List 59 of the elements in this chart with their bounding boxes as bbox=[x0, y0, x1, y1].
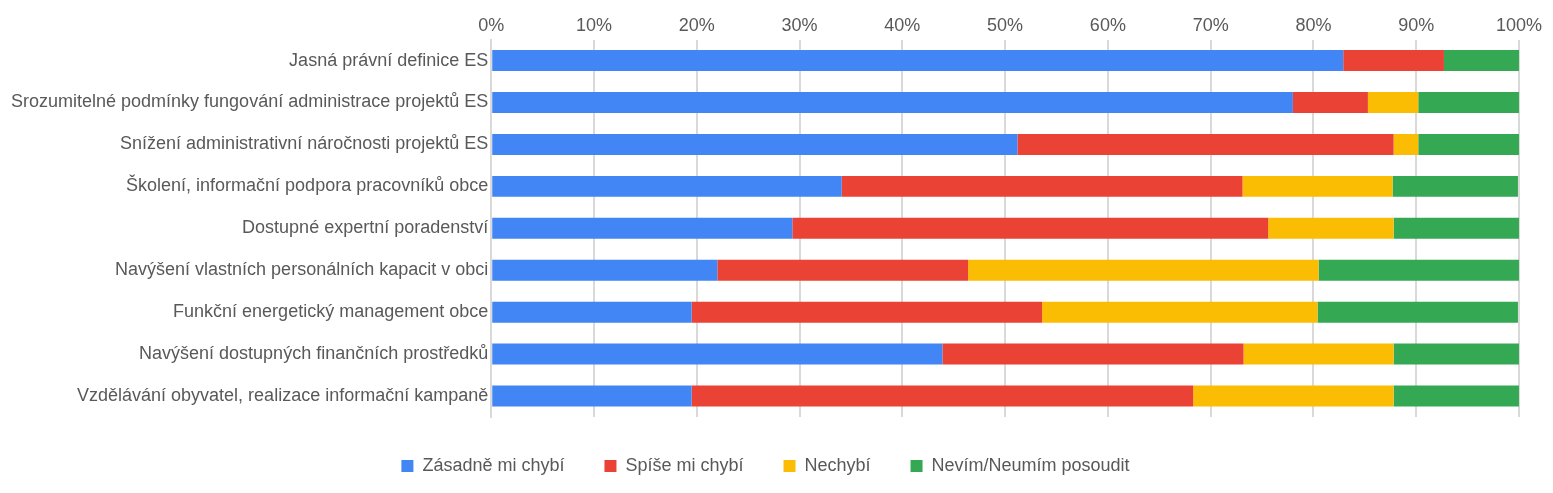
bar bbox=[691, 385, 1194, 407]
bar bbox=[717, 259, 969, 281]
bar bbox=[1017, 133, 1394, 155]
bar bbox=[1418, 92, 1519, 113]
bar bbox=[492, 259, 718, 281]
bar bbox=[691, 301, 1043, 323]
bar bbox=[1318, 259, 1519, 281]
bar bbox=[492, 385, 692, 407]
x-tick-label: 90% bbox=[1398, 14, 1435, 35]
x-tick-label: 100% bbox=[1495, 14, 1542, 35]
bar bbox=[492, 301, 692, 323]
bar bbox=[1393, 343, 1519, 365]
bar bbox=[1393, 133, 1419, 155]
bar bbox=[492, 50, 1344, 72]
bar bbox=[841, 175, 1243, 197]
x-tick-label: 60% bbox=[1089, 14, 1126, 35]
bar bbox=[492, 133, 1018, 155]
bar bbox=[942, 343, 1244, 365]
bar bbox=[492, 92, 1293, 113]
bar bbox=[1393, 385, 1519, 407]
bar bbox=[492, 217, 793, 239]
x-tick-label: 0% bbox=[478, 14, 505, 35]
bar bbox=[1418, 133, 1519, 155]
x-tick-label: 40% bbox=[884, 14, 921, 35]
bar bbox=[1393, 217, 1519, 239]
y-tick-label: Vzdělávání obyvatel, realizace informační kampaně bbox=[77, 385, 489, 405]
y-tick-label: Snížení administrativní náročnosti projektů ES bbox=[120, 133, 489, 154]
bar bbox=[1242, 175, 1393, 197]
x-tick-label: 50% bbox=[987, 14, 1024, 35]
bar bbox=[792, 217, 1269, 239]
bar bbox=[1193, 385, 1394, 407]
x-tick-label: 20% bbox=[678, 14, 715, 35]
x-tick-label: 70% bbox=[1192, 14, 1229, 35]
y-tick-label: Dostupné expertní poradenství bbox=[242, 217, 489, 238]
bar bbox=[1443, 50, 1519, 72]
bar bbox=[492, 175, 842, 197]
bar bbox=[1392, 175, 1518, 197]
bar bbox=[492, 343, 943, 365]
y-tick-label: Jasná právní definice ES bbox=[289, 49, 489, 70]
y-tick-label: Srozumitelné podmínky fungování administrace projektů ES bbox=[11, 91, 489, 112]
y-tick-label: Navýšení dostupných finančních prostředků bbox=[139, 343, 489, 364]
bar bbox=[1317, 301, 1518, 323]
y-tick-label: Navýšení vlastních personálních kapacit v obci bbox=[115, 259, 489, 280]
legend-label: Nevím/Neumím posoudit bbox=[931, 454, 1130, 475]
bar bbox=[1268, 217, 1394, 239]
bar bbox=[1343, 50, 1444, 72]
legend-label: Nechybí bbox=[804, 454, 871, 475]
x-tick-label: 80% bbox=[1295, 14, 1332, 35]
bar bbox=[968, 259, 1319, 281]
bar bbox=[1292, 92, 1368, 113]
legend-label: Spíše mi chybí bbox=[625, 454, 744, 475]
y-tick-label: Školení, informační podpora pracovníků obce bbox=[126, 174, 489, 196]
legend-label: Zásadně mi chybí bbox=[422, 454, 565, 475]
x-tick-label: 30% bbox=[781, 14, 818, 35]
y-tick-label: Funkční energetický management obce bbox=[173, 301, 489, 322]
bar bbox=[1042, 301, 1318, 323]
bar bbox=[1243, 343, 1394, 365]
bar bbox=[1367, 92, 1419, 113]
x-tick-label: 10% bbox=[576, 14, 613, 35]
